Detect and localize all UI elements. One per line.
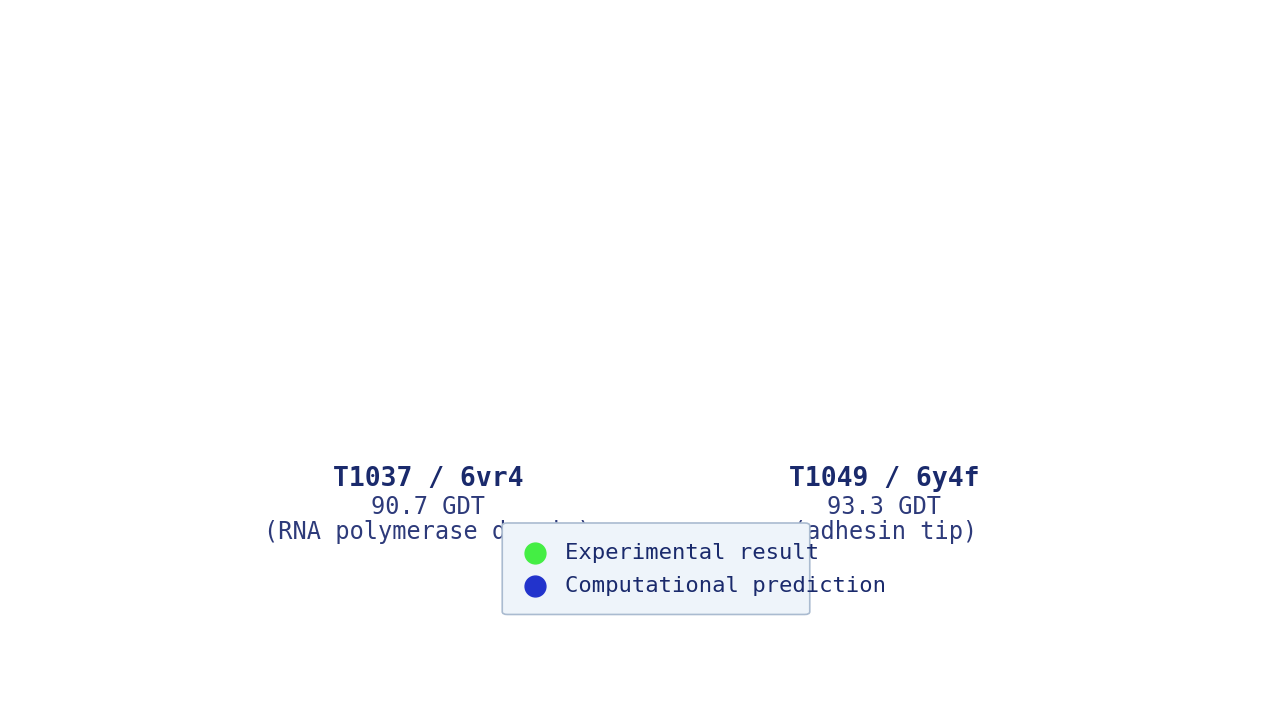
Text: 90.7 GDT: 90.7 GDT <box>371 495 485 519</box>
Text: T1037 / 6vr4: T1037 / 6vr4 <box>333 466 524 492</box>
Text: Experimental result: Experimental result <box>564 543 819 563</box>
Text: (adhesin tip): (adhesin tip) <box>791 521 977 544</box>
Text: (RNA polymerase domain): (RNA polymerase domain) <box>264 521 591 544</box>
Text: T1049 / 6y4f: T1049 / 6y4f <box>788 466 979 492</box>
FancyBboxPatch shape <box>502 523 810 614</box>
Text: 93.3 GDT: 93.3 GDT <box>827 495 941 519</box>
Text: Computational prediction: Computational prediction <box>564 577 886 596</box>
